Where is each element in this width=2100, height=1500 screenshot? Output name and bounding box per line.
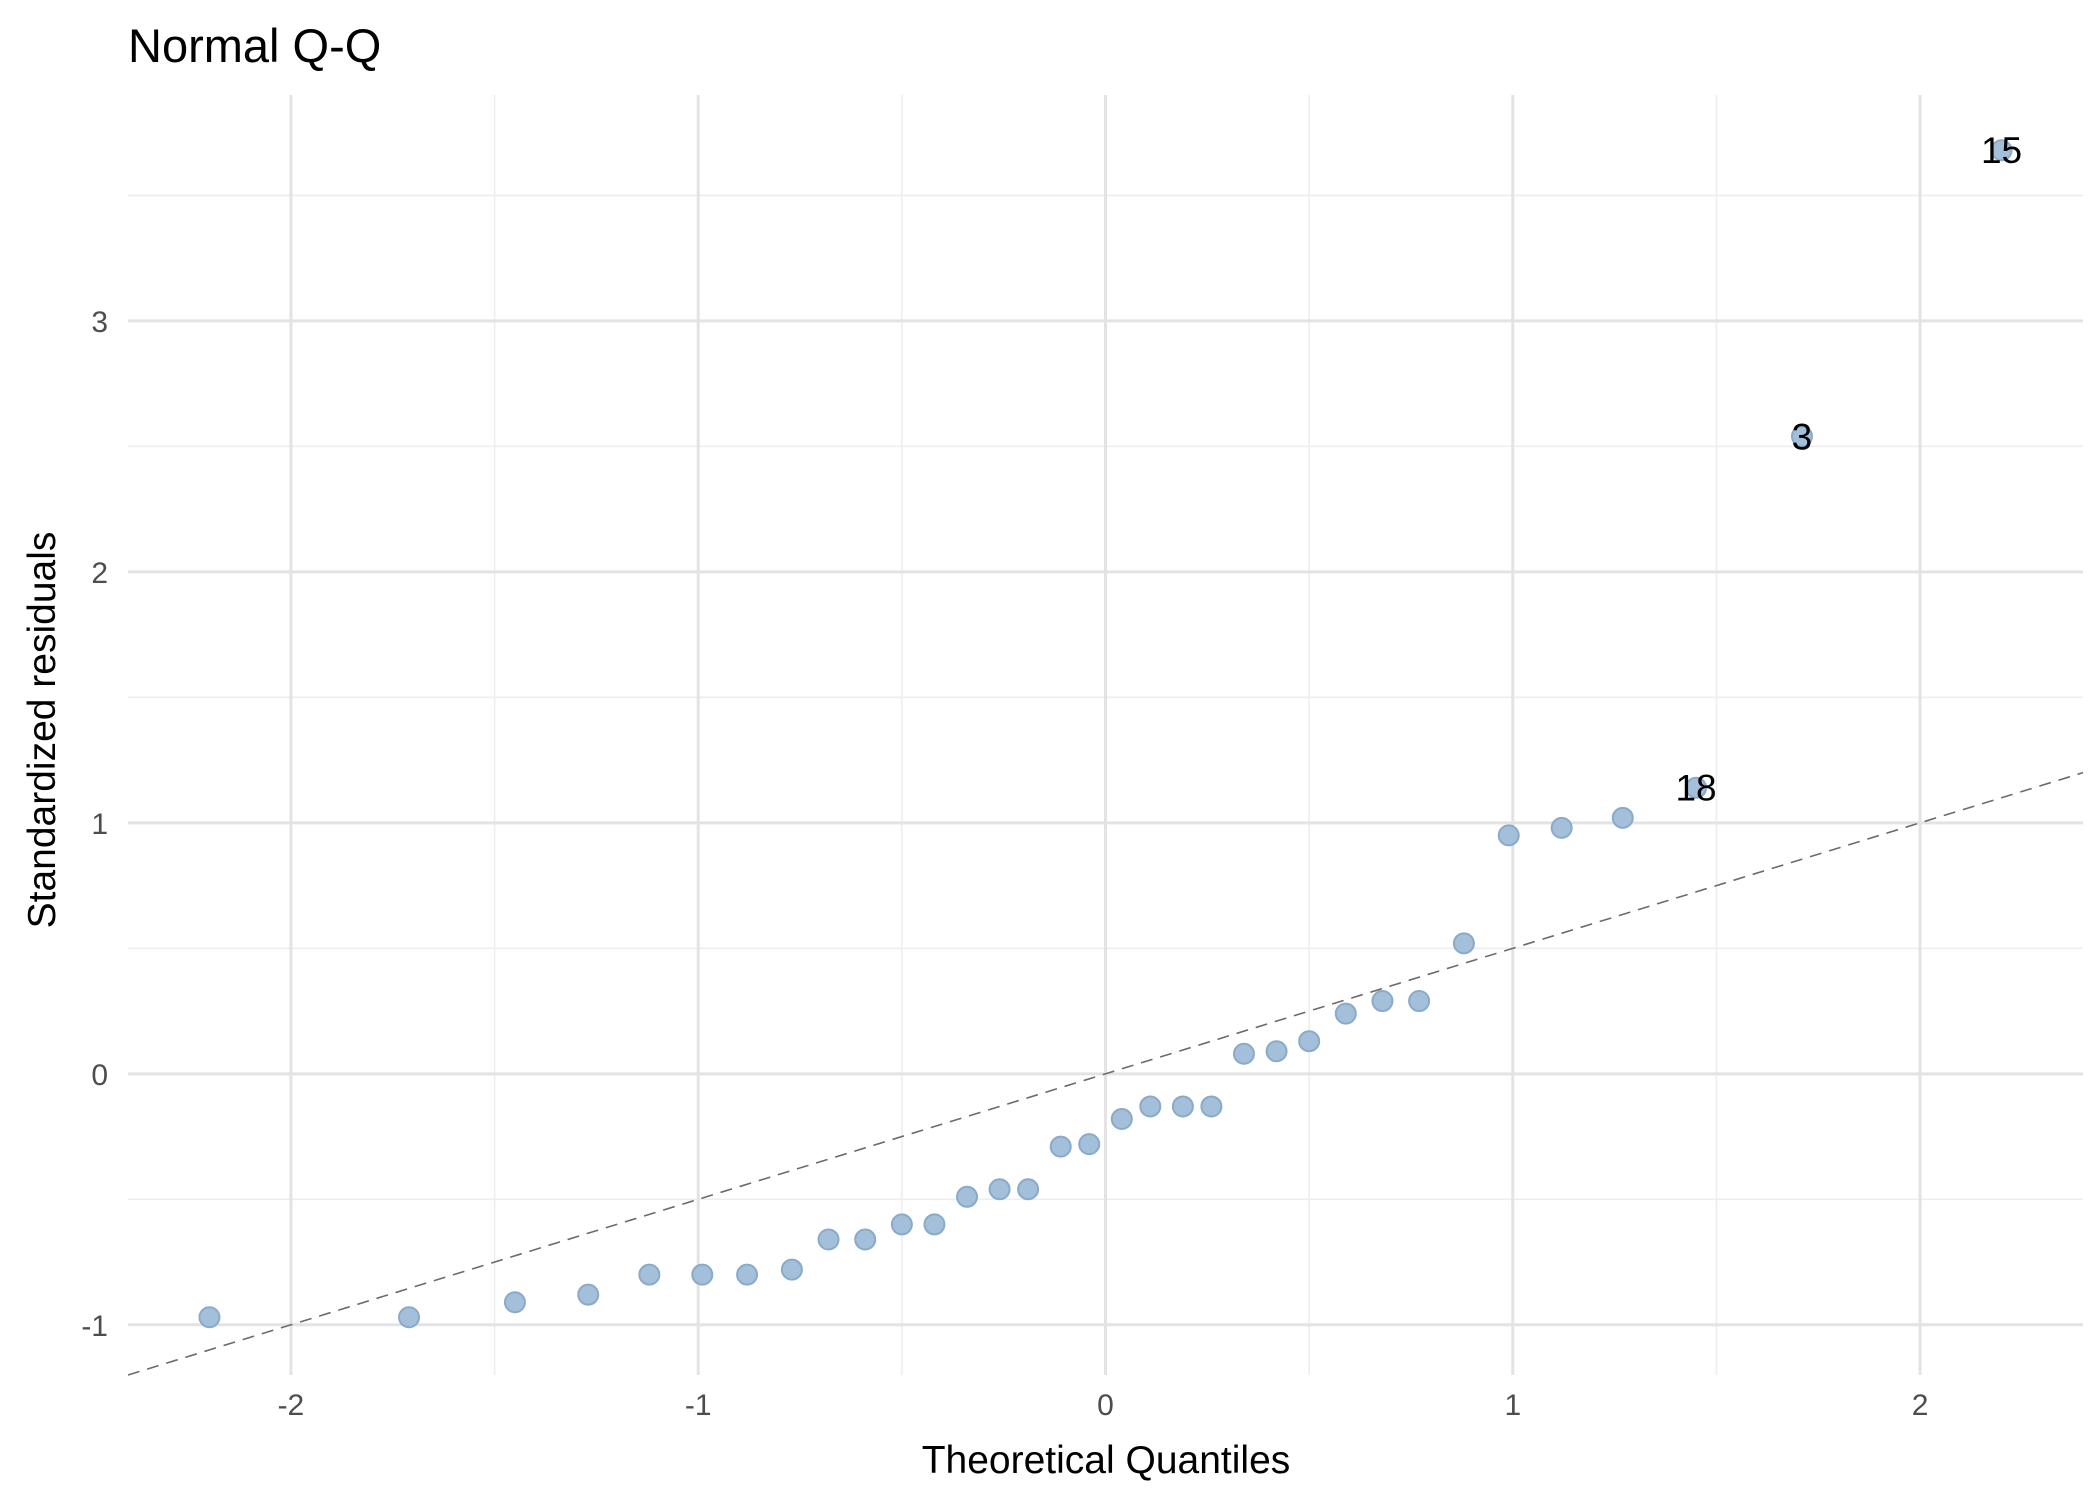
data-point [1200, 1095, 1223, 1118]
data-point [691, 1263, 714, 1286]
x-tick-label: 2 [1912, 1389, 1929, 1422]
data-point [638, 1263, 661, 1286]
point-label: 15 [1981, 130, 2022, 171]
chart-title: Normal Q-Q [128, 19, 381, 72]
x-tick-label: -2 [278, 1389, 305, 1422]
qq-reference-line [127, 771, 2084, 1376]
data-point [1685, 776, 1708, 799]
x-tick-label: 1 [1504, 1389, 1521, 1422]
y-tick-label: 0 [91, 1059, 108, 1092]
data-point [1017, 1178, 1040, 1201]
x-axis-title: Theoretical Quantiles [922, 1439, 1291, 1482]
data-point [1371, 990, 1394, 1013]
data-point [736, 1263, 759, 1286]
y-tick-label: 3 [91, 306, 108, 339]
data-point [1550, 816, 1573, 839]
data-point [1790, 425, 1813, 448]
x-tick-label: -1 [685, 1389, 712, 1422]
data-point [923, 1213, 946, 1236]
data-point [577, 1283, 600, 1306]
data-point [1110, 1108, 1133, 1130]
y-tick-label: 2 [91, 557, 108, 590]
data-point [198, 1306, 221, 1329]
data-point [1171, 1095, 1194, 1118]
data-point [1497, 824, 1520, 847]
y-tick-label: 1 [91, 808, 108, 841]
data-point [1049, 1135, 1072, 1158]
data-point [1334, 1002, 1357, 1025]
major-gridlines [128, 95, 2083, 1375]
data-point [1611, 806, 1634, 829]
data-point [503, 1291, 526, 1314]
point-label: 18 [1675, 768, 1716, 809]
point-labels: 18 3 15 [1675, 130, 2022, 808]
data-point [398, 1306, 421, 1329]
point-label: 3 [1792, 416, 1813, 457]
y-axis-ticks: -1 0 1 2 3 [81, 306, 108, 1343]
data-point [817, 1228, 840, 1251]
data-point [988, 1178, 1011, 1201]
data-point [890, 1213, 913, 1236]
y-tick-label: -1 [81, 1310, 108, 1343]
data-point [1265, 1040, 1288, 1063]
data-point [854, 1228, 877, 1251]
y-axis-title: Standardized residuals [21, 532, 64, 929]
data-point [1232, 1042, 1255, 1065]
data-point [1990, 139, 2013, 162]
data-point [1298, 1030, 1321, 1053]
data-point [1408, 990, 1431, 1013]
x-tick-label: 0 [1097, 1389, 1114, 1422]
data-point [1078, 1133, 1101, 1156]
data-point [780, 1258, 803, 1281]
data-points [198, 139, 2013, 1329]
x-axis-ticks: -2 -1 0 1 2 [278, 1389, 1929, 1422]
data-point [1452, 932, 1475, 955]
reference-line-layer [127, 771, 2084, 1376]
data-point [956, 1185, 979, 1208]
data-point [1139, 1095, 1162, 1118]
